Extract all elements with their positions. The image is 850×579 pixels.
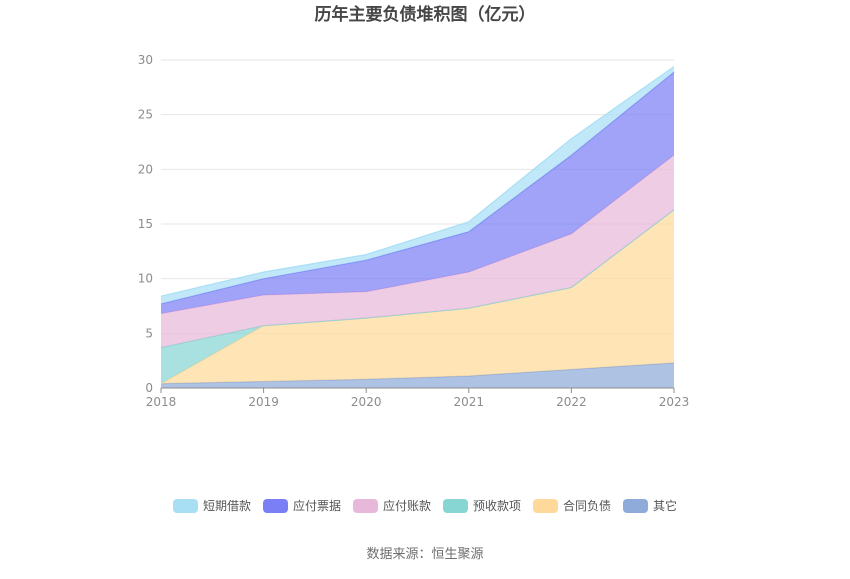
legend[interactable]: 短期借款 应付票据 应付账款 预收款项 合同负债 其它: [173, 498, 677, 513]
legend-item[interactable]: 其它: [623, 498, 677, 513]
y-tick-label: 20: [138, 162, 153, 176]
legend-swatch: [623, 499, 648, 513]
legend-swatch: [443, 499, 468, 513]
data-source-note: 数据来源：恒生聚源: [366, 547, 483, 562]
area-series: [160, 66, 675, 388]
x-tick-label: 2020: [351, 395, 382, 409]
y-tick-label: 25: [138, 108, 153, 122]
legend-label: 合同负债: [563, 498, 611, 513]
legend-item[interactable]: 应付票据: [263, 498, 341, 513]
area-series-1[interactable]: [161, 209, 674, 384]
y-tick-label: 10: [138, 272, 153, 286]
x-tick-label: 2022: [556, 395, 587, 409]
legend-item[interactable]: 合同负债: [533, 498, 611, 513]
legend-label: 预收款项: [473, 499, 521, 513]
legend-item[interactable]: 短期借款: [173, 499, 251, 513]
x-tick-label: 2019: [248, 395, 279, 409]
legend-swatch: [533, 499, 558, 513]
legend-label: 应付票据: [293, 498, 341, 513]
legend-label: 短期借款: [203, 499, 251, 513]
chart-title: 历年主要负债堆积图（亿元）: [315, 4, 536, 25]
legend-swatch: [173, 499, 198, 513]
area-top-line-5: [160, 66, 675, 297]
area-series-4[interactable]: [161, 72, 674, 314]
legend-label: 其它: [653, 498, 677, 513]
area-series-0[interactable]: [161, 362, 674, 388]
x-tick-label: 2021: [454, 395, 485, 409]
x-tick-label: 2018: [146, 395, 177, 409]
legend-item[interactable]: 预收款项: [443, 499, 521, 513]
legend-swatch: [263, 499, 288, 513]
y-tick-label: 30: [138, 53, 153, 67]
legend-item[interactable]: 应付账款: [353, 498, 431, 513]
x-tick-label: 2023: [659, 395, 690, 409]
legend-swatch: [353, 499, 378, 513]
y-tick-label: 0: [145, 381, 153, 395]
y-tick-label: 5: [145, 326, 153, 340]
legend-label: 应付账款: [383, 498, 431, 513]
axes: 0 5 10 15 20 25 30 2018 2019 2020 2021 2022 2023: [138, 53, 690, 409]
area-series-3[interactable]: [161, 155, 674, 348]
y-tick-label: 15: [138, 217, 153, 231]
